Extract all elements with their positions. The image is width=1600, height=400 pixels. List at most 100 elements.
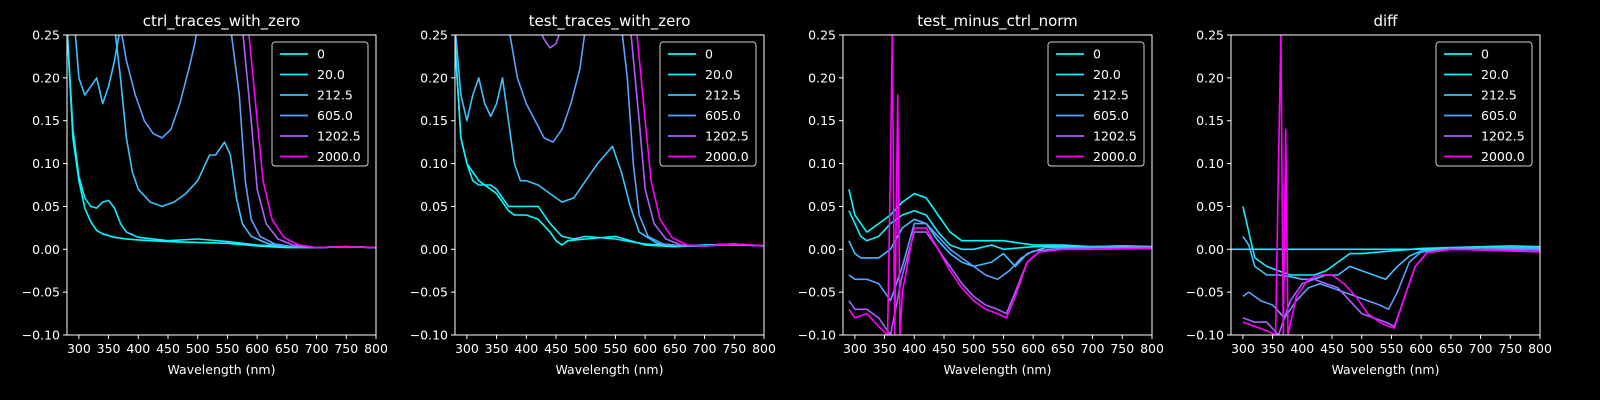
x-tick-label: 650 <box>1051 341 1075 356</box>
legend-box <box>659 41 757 167</box>
y-tick-label: 0.20 <box>420 70 448 85</box>
x-tick-label: 750 <box>334 341 358 356</box>
legend-label: 605.0 <box>705 108 741 123</box>
series-group <box>1231 35 1540 335</box>
x-tick-label: 550 <box>1380 341 1404 356</box>
legend-label: 2000.0 <box>317 149 361 164</box>
x-tick-label: 500 <box>1350 341 1374 356</box>
x-tick-label: 550 <box>604 341 628 356</box>
y-tick-label: −0.10 <box>1186 328 1224 343</box>
legend-label: 1202.5 <box>705 129 749 144</box>
legend-label: 20.0 <box>1093 67 1121 82</box>
y-tick-label: 0.15 <box>1196 113 1224 128</box>
series-line-0 <box>848 189 1152 248</box>
plot-frame <box>454 34 765 336</box>
y-tick-label: 0.00 <box>32 242 60 257</box>
legend-label: 212.5 <box>705 88 741 103</box>
series-line-5 <box>541 35 560 49</box>
legend-label: 2000.0 <box>1093 149 1137 164</box>
series-line-4 <box>121 35 198 139</box>
x-tick-label: 350 <box>1261 341 1285 356</box>
y-tick-label: 0.15 <box>420 113 448 128</box>
x-tick-label: 400 <box>1290 341 1314 356</box>
chart-title: ctrl_traces_with_zero <box>143 12 300 31</box>
chart-panel-3: diff 300 350 400 450 500 550 600 650 700 750 800 0.2… <box>1186 12 1552 377</box>
y-tick-label: 0.20 <box>1196 70 1224 85</box>
x-tick-label: 350 <box>97 341 121 356</box>
y-tick-label: −0.10 <box>22 328 60 343</box>
y-tick-label: 0.25 <box>1196 28 1224 43</box>
y-tick-label: 0.10 <box>808 156 836 171</box>
x-tick-label: 700 <box>305 341 329 356</box>
chart-panel-2: test_minus_ctrl_norm 300 350 400 450 500 550 60… <box>798 12 1164 377</box>
x-tick-label: 750 <box>1498 341 1522 356</box>
x-tick-label: 450 <box>932 341 956 356</box>
chart-title: test_minus_ctrl_norm <box>917 12 1078 31</box>
legend-box <box>271 41 369 167</box>
y-tick-label: −0.05 <box>410 285 448 300</box>
y-tick-label: 0.05 <box>808 199 836 214</box>
legend-label: 0 <box>1093 47 1101 62</box>
x-tick-label: 400 <box>514 341 538 356</box>
y-tick-label: −0.05 <box>798 285 836 300</box>
y-tick-label: 0.05 <box>1196 199 1224 214</box>
x-tick-label: 650 <box>663 341 687 356</box>
legend: 0 20.0 212.5 605.0 1202.5 2000.0 <box>1047 41 1145 167</box>
y-tick-label: 0.10 <box>1196 156 1224 171</box>
x-tick-label: 300 <box>67 341 91 356</box>
plot-frame <box>842 34 1153 336</box>
x-axis-label: Wavelength (nm) <box>168 362 276 377</box>
x-tick-label: 400 <box>902 341 926 356</box>
legend-label: 0 <box>705 47 713 62</box>
x-tick-label: 600 <box>633 341 657 356</box>
x-tick-label: 700 <box>693 341 717 356</box>
x-tick-label: 300 <box>455 341 479 356</box>
x-tick-label: 550 <box>216 341 240 356</box>
series-line-5 <box>1242 35 1540 335</box>
y-tick-label: 0.00 <box>420 242 448 257</box>
legend-label: 1202.5 <box>1481 129 1525 144</box>
x-tick-label: 800 <box>1140 341 1164 356</box>
y-tick-label: 0.15 <box>808 113 836 128</box>
x-tick-label: 700 <box>1469 341 1493 356</box>
x-tick-label: 700 <box>1081 341 1105 356</box>
x-tick-label: 450 <box>156 341 180 356</box>
legend-label: 1202.5 <box>1093 129 1137 144</box>
plot-frame <box>1230 34 1541 336</box>
y-tick-label: −0.10 <box>798 328 836 343</box>
legend: 0 20.0 212.5 605.0 1202.5 2000.0 <box>1435 41 1533 167</box>
legend-label: 0 <box>317 47 325 62</box>
x-tick-label: 600 <box>245 341 269 356</box>
series-line-5 <box>848 35 1152 335</box>
series-group <box>848 35 1152 335</box>
plot-frame <box>66 34 377 336</box>
x-tick-label: 500 <box>186 341 210 356</box>
series-line-2 <box>74 35 120 105</box>
legend-box <box>1047 41 1145 167</box>
series-line-3 <box>1242 247 1540 319</box>
series-line-7 <box>248 35 376 249</box>
series-group <box>455 35 764 248</box>
legend-label: 212.5 <box>317 88 353 103</box>
y-tick-label: −0.05 <box>1186 285 1224 300</box>
series-group <box>67 35 376 249</box>
y-tick-label: 0.10 <box>420 156 448 171</box>
x-tick-label: 600 <box>1021 341 1045 356</box>
series-line-3 <box>509 35 586 143</box>
legend-box <box>1435 41 1533 167</box>
x-tick-label: 350 <box>873 341 897 356</box>
legend-label: 2000.0 <box>1481 149 1525 164</box>
chart-title: test_traces_with_zero <box>529 12 691 31</box>
series-line-1 <box>848 209 1152 251</box>
series-line-1 <box>455 43 764 247</box>
y-tick-label: 0.15 <box>32 113 60 128</box>
legend-label: 605.0 <box>317 108 353 123</box>
chart-panel-0: ctrl_traces_with_zero 300 350 400 450 500 550 6… <box>22 12 388 377</box>
x-tick-label: 750 <box>1110 341 1134 356</box>
legend-label: 20.0 <box>705 67 733 82</box>
legend-label: 0 <box>1481 47 1489 62</box>
series-line-2 <box>455 35 764 247</box>
chart-title: diff <box>1373 12 1398 30</box>
series-line-2 <box>1242 235 1540 281</box>
